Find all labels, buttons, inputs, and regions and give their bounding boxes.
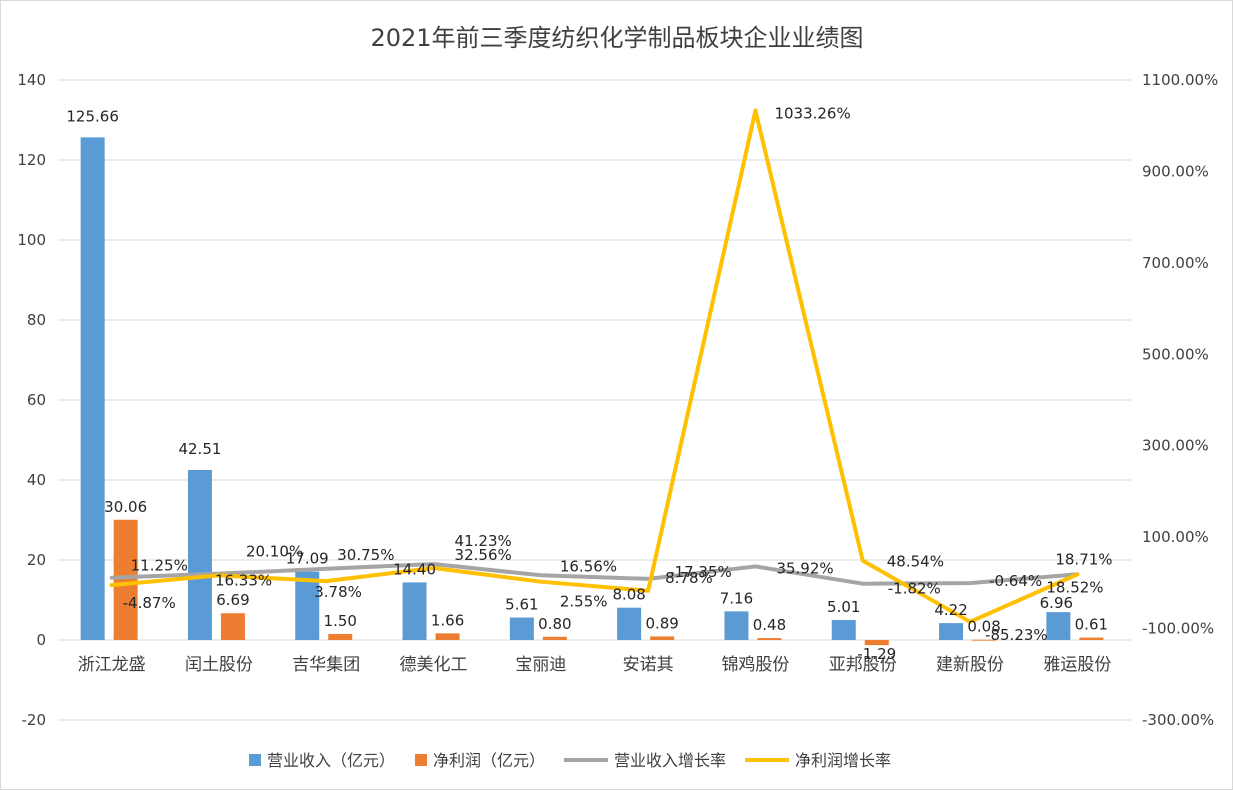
bar-data-label: 0.08 xyxy=(967,618,1000,636)
y-left-tick-label: 40 xyxy=(27,471,46,489)
y-left-tick-label: 0 xyxy=(36,631,46,649)
y-right-tick-label: 300.00% xyxy=(1142,437,1209,455)
x-category-label: 安诺其 xyxy=(623,655,674,675)
bar-data-label: 6.69 xyxy=(216,591,249,609)
bar xyxy=(650,636,675,640)
bar-data-label: 6.96 xyxy=(1040,594,1073,612)
line-data-label: -17.35% xyxy=(669,563,732,581)
bar-data-label: 4.22 xyxy=(934,601,967,619)
bar xyxy=(831,619,856,640)
line-data-label: -4.87% xyxy=(123,594,176,612)
bar xyxy=(724,611,749,640)
bar-data-label: 14.40 xyxy=(393,560,436,578)
bar-data-label: 1.66 xyxy=(431,611,464,629)
bar xyxy=(509,617,534,640)
x-category-label: 吉华集团 xyxy=(292,655,360,675)
bar-data-label: 7.16 xyxy=(720,589,753,607)
legend-label: 净利润（亿元） xyxy=(433,751,545,770)
y-left-tick-label: 20 xyxy=(27,551,46,569)
bar xyxy=(757,638,782,640)
series-line xyxy=(109,562,1080,586)
line-data-label: 8.78% xyxy=(665,569,713,587)
y-left-tick-label: 100 xyxy=(17,231,46,249)
line-data-label: 1033.26% xyxy=(774,105,850,123)
y-right-tick-label: 700.00% xyxy=(1142,254,1209,272)
bar-data-label: 0.80 xyxy=(538,615,571,633)
bar xyxy=(617,607,642,640)
line-data-label: 20.10% xyxy=(246,543,303,561)
line-data-label: 16.56% xyxy=(560,557,617,575)
y-right-tick-label: 1100.00% xyxy=(1142,71,1218,89)
bar-data-label: 17.09 xyxy=(286,550,329,568)
y-left-tick-label: 140 xyxy=(17,71,46,89)
x-category-label: 浙江龙盛 xyxy=(78,655,146,675)
bar-data-label: 42.51 xyxy=(178,440,221,458)
y-left-tick-label: 60 xyxy=(27,391,46,409)
bar-data-label: 0.89 xyxy=(645,614,678,632)
bar-data-label: 0.61 xyxy=(1075,616,1108,634)
bar xyxy=(295,571,320,640)
x-category-label: 锦鸡股份 xyxy=(721,655,789,675)
line-data-label: -85.23% xyxy=(985,626,1048,644)
legend-label: 营业收入（亿元） xyxy=(267,751,395,770)
bar xyxy=(402,582,427,640)
chart-title: 2021年前三季度纺织化学制品板块企业业绩图 xyxy=(370,24,863,52)
y-left-tick-label: 80 xyxy=(27,311,46,329)
y-left-tick-label: -20 xyxy=(22,711,47,729)
x-category-label: 建新股份 xyxy=(936,655,1004,675)
line-data-label: 41.23% xyxy=(455,532,512,550)
bar-data-label: 5.01 xyxy=(827,598,860,616)
y-left-tick-label: 120 xyxy=(17,151,46,169)
bar-data-label: 30.06 xyxy=(104,498,147,516)
bar xyxy=(864,640,889,646)
bar xyxy=(939,623,964,640)
y-right-tick-label: 500.00% xyxy=(1142,345,1209,363)
x-category-label: 亚邦股份 xyxy=(829,655,897,675)
line-data-label: 30.75% xyxy=(337,546,394,564)
bar xyxy=(542,636,567,640)
bar-data-label: 8.08 xyxy=(612,586,645,604)
line-data-label: 18.52% xyxy=(1046,578,1103,596)
y-right-tick-label: 900.00% xyxy=(1142,162,1209,180)
bar xyxy=(972,639,997,641)
bar xyxy=(328,634,353,640)
line-data-label: 3.78% xyxy=(314,583,362,601)
line-data-label: 2.55% xyxy=(560,593,608,611)
bar-data-label: 0.48 xyxy=(753,616,786,634)
bar xyxy=(113,519,138,640)
line-data-label: 18.71% xyxy=(1055,550,1112,568)
legend-swatch xyxy=(415,754,427,766)
x-category-label: 雅运股份 xyxy=(1043,655,1111,675)
bar xyxy=(1046,612,1071,640)
x-category-label: 宝丽迪 xyxy=(515,655,566,675)
bar xyxy=(80,137,105,641)
line-data-label: 32.56% xyxy=(455,546,512,564)
line-data-label: 35.92% xyxy=(776,559,833,577)
bar-data-label: 5.61 xyxy=(505,596,538,614)
y-right-tick-label: -100.00% xyxy=(1142,620,1214,638)
x-category-label: 闰土股份 xyxy=(185,655,253,675)
y-right-tick-label: -300.00% xyxy=(1142,711,1214,729)
bar xyxy=(187,469,212,640)
line-data-label: -0.64% xyxy=(989,572,1042,590)
bar-data-label: 1.50 xyxy=(324,612,357,630)
bar-data-label: 125.66 xyxy=(66,107,119,125)
line-data-label: 48.54% xyxy=(887,553,944,571)
x-category-label: 德美化工 xyxy=(400,655,468,675)
line-data-label: 11.25% xyxy=(131,557,188,575)
legend-swatch xyxy=(249,754,261,766)
y-right-tick-label: 100.00% xyxy=(1142,528,1209,546)
legend-label: 营业收入增长率 xyxy=(614,751,726,770)
legend-label: 净利润增长率 xyxy=(795,751,891,770)
line-data-label: 16.33% xyxy=(215,571,272,589)
bar-data-label: -1.29 xyxy=(857,645,896,663)
bar xyxy=(220,613,245,640)
bar xyxy=(435,633,460,640)
bar xyxy=(1079,637,1104,640)
series-line xyxy=(109,108,1080,624)
line-data-label: -1.82% xyxy=(888,580,941,598)
